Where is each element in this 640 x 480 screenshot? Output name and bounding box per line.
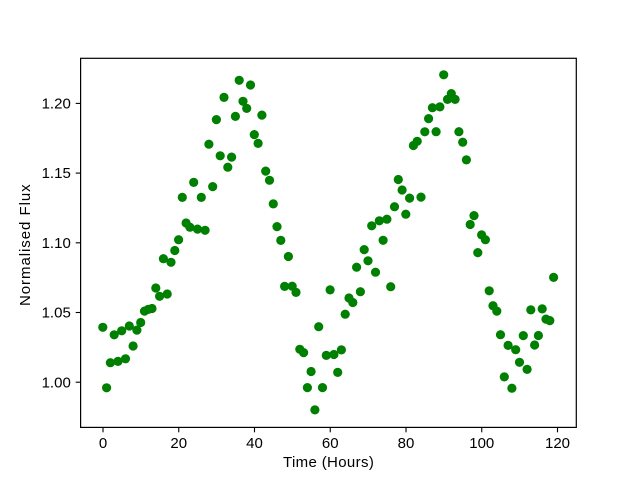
svg-text:60: 60	[322, 435, 339, 452]
svg-text:1.05: 1.05	[42, 305, 71, 322]
svg-text:1.15: 1.15	[42, 165, 71, 182]
svg-text:0: 0	[99, 435, 107, 452]
svg-text:40: 40	[246, 435, 263, 452]
svg-text:20: 20	[170, 435, 187, 452]
svg-text:1.20: 1.20	[42, 96, 71, 113]
svg-text:Time (Hours): Time (Hours)	[283, 454, 374, 471]
svg-text:120: 120	[545, 435, 570, 452]
svg-text:Normalised Flux: Normalised Flux	[17, 183, 34, 306]
svg-text:80: 80	[398, 435, 415, 452]
svg-text:1.00: 1.00	[42, 374, 71, 391]
svg-text:1.10: 1.10	[42, 235, 71, 252]
svg-text:100: 100	[469, 435, 494, 452]
